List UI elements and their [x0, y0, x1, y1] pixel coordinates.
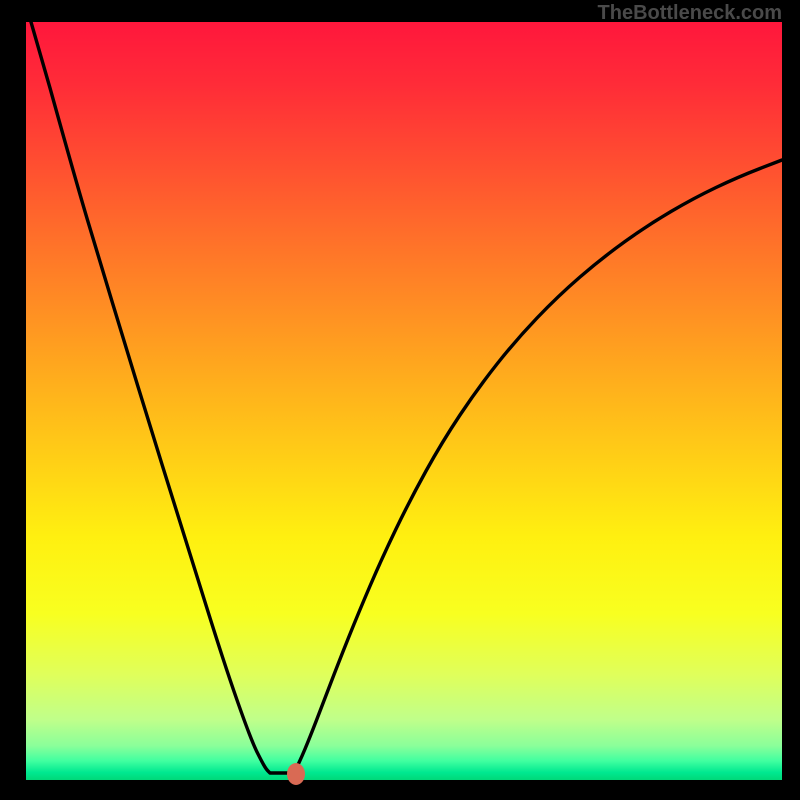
plot-background: [26, 22, 782, 780]
optimal-point-marker: [287, 763, 305, 785]
chart-container: TheBottleneck.com: [0, 0, 800, 800]
chart-svg: [0, 0, 800, 800]
